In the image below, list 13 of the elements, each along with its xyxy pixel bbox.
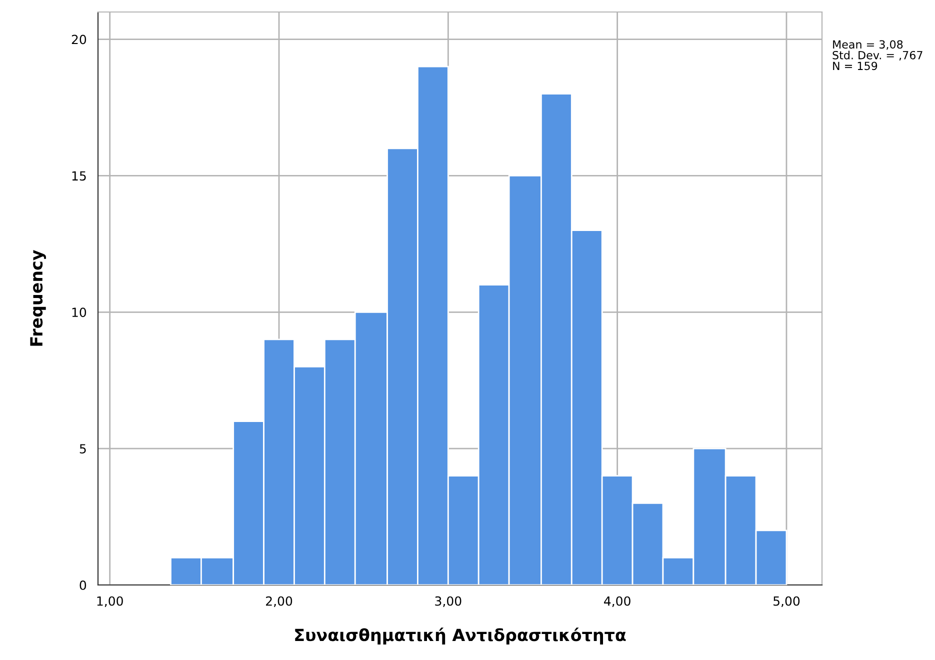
x-tick-label: 5,00 <box>774 596 800 608</box>
x-axis-title: Συναισθηματική Αντιδραστικότητα <box>295 628 626 644</box>
y-axis-title: Frequency <box>30 250 46 346</box>
y-tick-label: 20 <box>72 34 86 44</box>
y-tick-label: 5 <box>80 444 86 454</box>
x-tick-label: 4,00 <box>604 596 630 608</box>
text: Mean = 3,08 Std. Dev. = ,767 N = 159 <box>832 40 922 70</box>
y-tick-label: 10 <box>72 308 86 318</box>
x-tick-label: 1,00 <box>97 596 123 608</box>
x-tick-label: 2,00 <box>266 596 292 608</box>
x-tick-label: 3,00 <box>435 596 462 608</box>
y-tick-label: 15 <box>72 171 86 181</box>
y-tick-label: 0 <box>80 580 86 590</box>
